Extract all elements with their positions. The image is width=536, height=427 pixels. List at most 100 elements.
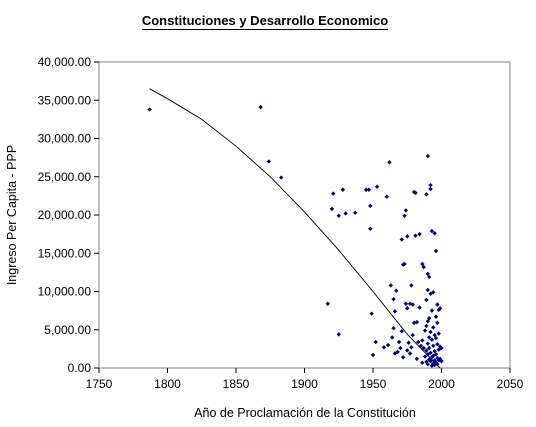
data-point — [403, 301, 409, 306]
data-point — [391, 296, 396, 302]
data-point — [373, 339, 378, 345]
data-point — [417, 305, 422, 310]
data-point — [429, 337, 435, 342]
data-point — [424, 192, 429, 197]
data-point — [425, 341, 430, 346]
data-point — [425, 271, 430, 277]
data-point — [428, 182, 433, 188]
data-point — [399, 329, 404, 334]
data-point — [363, 187, 369, 192]
points-layer — [147, 104, 444, 368]
data-point — [424, 348, 429, 353]
chart-title: Constituciones y Desarrollo Economico — [0, 13, 530, 30]
x-tick-label: 1750 — [86, 377, 113, 391]
data-point — [413, 190, 418, 196]
data-point — [420, 261, 425, 267]
data-point — [439, 345, 444, 351]
data-point — [336, 213, 341, 218]
data-point — [410, 302, 415, 307]
data-point — [424, 297, 429, 303]
y-tick-label: 35,000.00 — [38, 93, 92, 107]
data-point — [432, 348, 437, 354]
data-point — [439, 358, 444, 364]
data-point — [414, 356, 420, 362]
x-axis-label: Año de Proclamación de la Constitución — [194, 406, 416, 420]
data-point — [409, 345, 414, 350]
data-point — [431, 290, 436, 295]
data-point — [388, 283, 394, 288]
data-point — [421, 345, 426, 351]
data-point — [433, 248, 439, 254]
y-axis-ticks: 0.00 5,000.00 10,000.00 15,000.00 20,000.00 2… — [38, 55, 99, 375]
y-tick-label: 10,000.00 — [38, 285, 92, 299]
y-axis-label: Ingreso Per Capita - PPP — [5, 145, 19, 285]
data-point — [410, 332, 415, 338]
data-point — [433, 314, 439, 319]
data-point — [343, 211, 348, 216]
data-point — [429, 308, 435, 313]
data-point — [433, 352, 439, 357]
data-point — [426, 345, 432, 351]
x-tick-label: 2050 — [497, 377, 524, 391]
data-point — [405, 234, 410, 239]
data-point — [407, 351, 413, 356]
data-point — [426, 274, 432, 280]
data-point — [352, 210, 358, 215]
chart-title-text: Constituciones y Desarrollo Economico — [141, 13, 389, 30]
data-point — [428, 350, 433, 355]
data-point — [435, 342, 440, 347]
data-point — [418, 343, 424, 349]
data-point — [402, 213, 407, 218]
data-point — [432, 332, 437, 338]
data-point — [279, 175, 284, 180]
x-axis-ticks: 1750 1800 1850 1900 1950 2000 2050 — [86, 368, 524, 391]
data-point — [425, 287, 430, 293]
data-point — [431, 325, 436, 330]
data-point — [426, 335, 432, 340]
data-point — [432, 231, 437, 236]
trendline — [149, 88, 441, 369]
data-point — [387, 160, 392, 165]
data-point — [422, 328, 428, 333]
data-point — [436, 331, 441, 336]
data-point — [368, 203, 373, 209]
y-tick-label: 20,000.00 — [38, 208, 92, 222]
data-point — [336, 332, 341, 337]
data-point — [374, 184, 380, 189]
data-point — [435, 302, 440, 307]
data-point — [413, 233, 418, 238]
data-point — [420, 338, 425, 343]
data-point — [400, 355, 406, 360]
trendline-layer — [149, 88, 441, 369]
x-tick-label: 1800 — [154, 377, 181, 391]
data-point — [425, 361, 430, 367]
data-point — [399, 237, 404, 242]
y-tick-label: 15,000.00 — [38, 246, 92, 260]
data-point — [422, 354, 428, 359]
x-tick-label: 1950 — [360, 377, 387, 391]
data-point — [394, 288, 399, 293]
x-tick-label: 1900 — [291, 377, 318, 391]
data-point — [389, 335, 395, 340]
data-point — [403, 208, 409, 213]
data-point — [366, 187, 372, 192]
data-point — [258, 104, 263, 110]
data-point — [370, 352, 376, 358]
data-point — [329, 206, 335, 212]
data-point — [409, 283, 414, 288]
data-point — [147, 107, 152, 112]
data-point — [425, 153, 430, 159]
data-point — [433, 335, 439, 341]
data-point — [421, 264, 426, 270]
data-point — [435, 320, 440, 326]
y-tick-label: 30,000.00 — [38, 132, 92, 146]
data-point — [406, 340, 411, 345]
data-point — [435, 361, 440, 367]
data-point — [369, 311, 374, 316]
y-tick-label: 25,000.00 — [38, 170, 92, 184]
data-point — [429, 228, 435, 234]
data-point — [414, 319, 420, 325]
data-point — [428, 329, 433, 335]
data-point — [405, 306, 410, 311]
